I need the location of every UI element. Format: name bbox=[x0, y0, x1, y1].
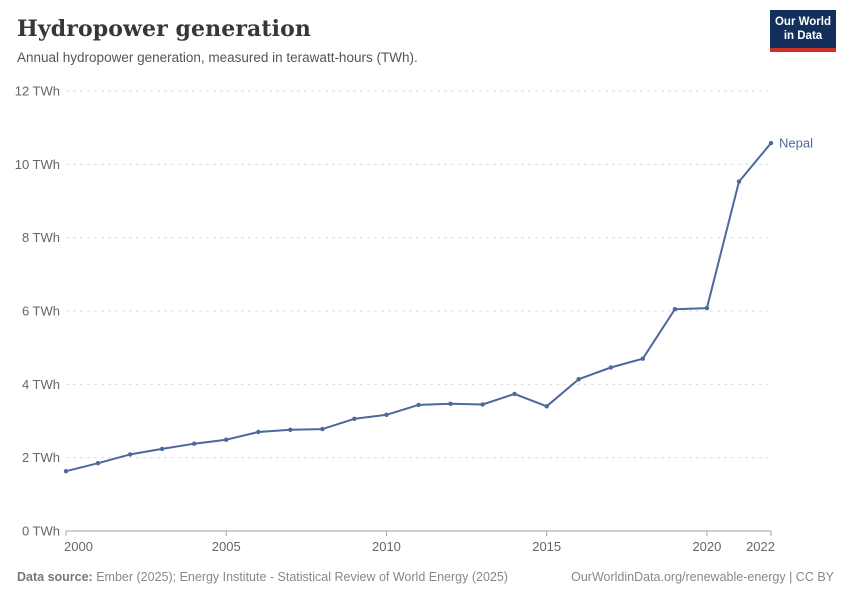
data-point bbox=[288, 427, 293, 432]
data-point bbox=[768, 140, 774, 146]
data-source-label: Data source: bbox=[17, 570, 93, 584]
page-title: Hydropower generation bbox=[17, 16, 311, 42]
data-point bbox=[63, 469, 69, 474]
data-source: Data source: Ember (2025); Energy Instit… bbox=[17, 570, 508, 584]
y-axis-tick-label: 0 TWh bbox=[22, 524, 60, 539]
data-point bbox=[512, 391, 517, 397]
x-axis-tick-label: 2010 bbox=[372, 539, 401, 554]
data-point bbox=[576, 377, 581, 382]
data-point bbox=[736, 179, 742, 184]
x-axis-tick-label: 2000 bbox=[64, 539, 93, 554]
data-point bbox=[95, 461, 101, 466]
x-axis-tick-label: 2015 bbox=[532, 539, 561, 554]
data-line bbox=[65, 142, 772, 473]
data-point bbox=[704, 305, 710, 311]
license-text: | CC BY bbox=[785, 570, 834, 584]
y-axis-tick-label: 4 TWh bbox=[22, 377, 60, 392]
data-point bbox=[640, 356, 645, 361]
chart-header: Hydropower generation Annual hydropower … bbox=[17, 16, 730, 65]
chart-subtitle: Annual hydropower generation, measured i… bbox=[17, 50, 418, 65]
y-axis-tick-label: 10 TWh bbox=[15, 157, 60, 172]
data-point bbox=[224, 437, 229, 442]
data-point bbox=[448, 401, 453, 406]
y-axis-tick-label: 8 TWh bbox=[22, 230, 60, 245]
data-point bbox=[384, 412, 389, 417]
owid-logo-line2: in Data bbox=[783, 30, 823, 43]
data-point bbox=[159, 446, 165, 452]
data-point bbox=[352, 416, 357, 421]
x-axis-tick-label: 2005 bbox=[212, 539, 241, 554]
data-source-text: Ember (2025); Energy Institute - Statist… bbox=[92, 570, 508, 584]
data-point bbox=[416, 402, 421, 408]
data-point bbox=[544, 404, 549, 409]
data-point bbox=[608, 365, 613, 370]
data-point bbox=[320, 426, 325, 432]
chart-footer: Data source: Ember (2025); Energy Instit… bbox=[17, 570, 834, 584]
data-point bbox=[480, 402, 485, 407]
y-axis-tick-label: 12 TWh bbox=[15, 84, 60, 99]
footer-right: OurWorldinData.org/renewable-energy | CC… bbox=[571, 570, 834, 584]
data-point bbox=[127, 452, 133, 457]
owid-logo[interactable]: Our World in Data bbox=[770, 10, 836, 52]
x-axis-tick-label: 2022 bbox=[746, 539, 775, 554]
data-point bbox=[256, 429, 261, 435]
series-label: Nepal bbox=[779, 136, 813, 151]
x-axis-tick-label: 2020 bbox=[692, 539, 721, 554]
y-axis-tick-label: 6 TWh bbox=[22, 304, 60, 319]
y-axis-tick-label: 2 TWh bbox=[22, 450, 60, 465]
owid-logo-line1: Our World bbox=[774, 16, 831, 28]
data-point bbox=[192, 441, 197, 446]
data-point bbox=[672, 307, 678, 312]
owid-url-link[interactable]: OurWorldinData.org/renewable-energy bbox=[571, 570, 786, 584]
